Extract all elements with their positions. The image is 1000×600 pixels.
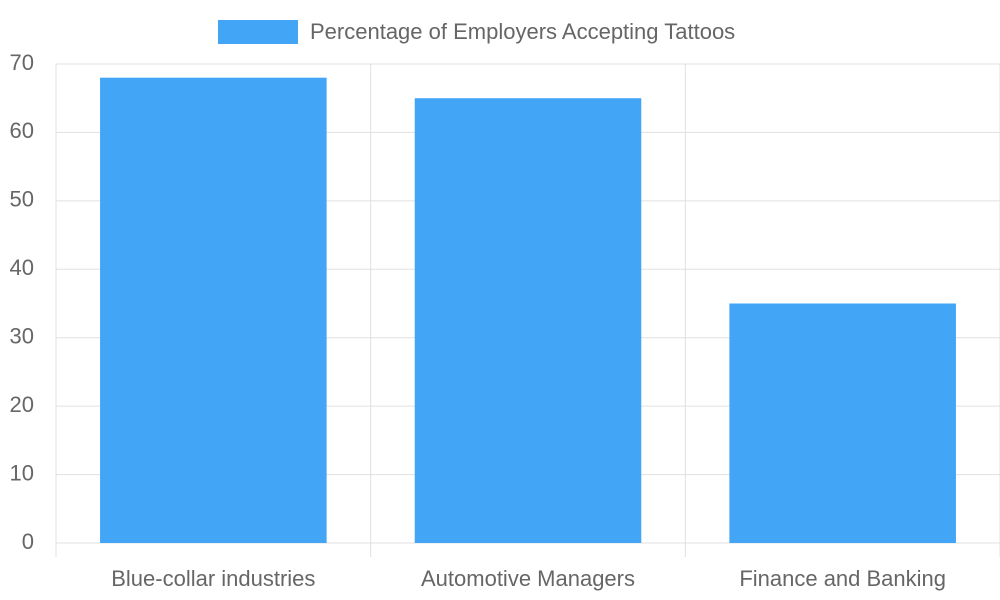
bar — [414, 98, 642, 543]
y-tick-label: 60 — [10, 118, 34, 143]
legend-swatch — [218, 20, 298, 44]
bar — [729, 303, 956, 543]
y-tick-label: 0 — [22, 529, 34, 554]
y-tick-label: 10 — [10, 460, 34, 485]
y-tick-label: 50 — [10, 187, 34, 212]
bar — [100, 77, 327, 543]
y-tick-label: 40 — [10, 255, 34, 280]
y-tick-label: 70 — [10, 50, 34, 75]
legend-label: Percentage of Employers Accepting Tattoo… — [310, 19, 735, 44]
y-tick-label: 30 — [10, 324, 34, 349]
y-tick-label: 20 — [10, 392, 34, 417]
x-tick-label: Blue-collar industries — [111, 566, 315, 591]
x-tick-label: Finance and Banking — [739, 566, 946, 591]
x-tick-label: Automotive Managers — [421, 566, 635, 591]
